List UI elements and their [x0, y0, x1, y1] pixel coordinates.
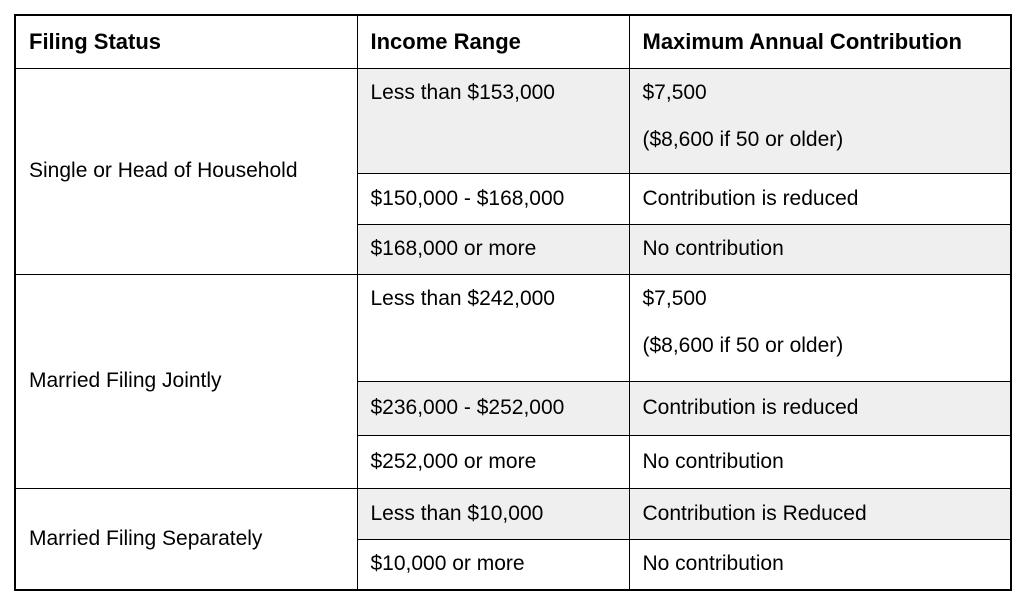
table-row: Single or Head of Household Less than $1… — [14, 67, 1012, 275]
income-range-cell: $150,000 - $168,000 — [356, 172, 630, 225]
table-row: $168,000 or more No contribution — [15, 223, 1012, 275]
income-range-cell: Less than $10,000 — [356, 487, 630, 540]
contribution-note: ($8,600 if 50 or older) — [642, 127, 844, 151]
contribution-cell: $7,500 ($8,600 if 50 or older) — [628, 67, 1012, 174]
contribution-note: ($8,600 if 50 or older) — [642, 333, 844, 357]
contribution-cell: No contribution — [628, 434, 1012, 489]
income-range-cell: Less than $242,000 — [356, 273, 630, 382]
table-row: $236,000 - $252,000 Contribution is redu… — [15, 380, 1012, 436]
table-row: $10,000 or more No contribution — [15, 538, 1012, 591]
income-range-text: Less than $242,000 — [370, 286, 556, 310]
contribution-text: $7,500 — [642, 286, 707, 310]
header-income-range: Income Range — [356, 14, 630, 69]
header-max-contribution: Maximum Annual Contribution — [628, 14, 1012, 69]
filing-status-cell: Married Filing Jointly — [14, 273, 358, 489]
header-row: Filing Status Income Range Maximum Annua… — [14, 14, 1012, 69]
table-row: Married Filing Separately Less than $10,… — [14, 487, 1012, 591]
contribution-cell: Contribution is Reduced — [628, 487, 1012, 540]
income-range-text: Less than $153,000 — [370, 80, 556, 104]
ira-contribution-limits-table: Filing Status Income Range Maximum Annua… — [14, 14, 1012, 591]
income-range-cell: $168,000 or more — [356, 223, 630, 275]
income-range-cell: $10,000 or more — [356, 538, 630, 591]
income-range-cell: $236,000 - $252,000 — [356, 380, 630, 436]
contribution-cell: Contribution is reduced — [628, 380, 1012, 436]
filing-status-cell: Married Filing Separately — [14, 487, 358, 591]
contribution-cell: No contribution — [628, 223, 1012, 275]
contribution-text: $7,500 — [642, 80, 707, 104]
contribution-cell: $7,500 ($8,600 if 50 or older) — [628, 273, 1012, 382]
income-range-cell: $252,000 or more — [356, 434, 630, 489]
contribution-cell: Contribution is reduced — [628, 172, 1012, 225]
contribution-cell: No contribution — [628, 538, 1012, 591]
table-row: $150,000 - $168,000 Contribution is redu… — [15, 172, 1012, 225]
header-filing-status: Filing Status — [14, 14, 358, 69]
filing-status-cell: Single or Head of Household — [14, 67, 358, 275]
income-range-cell: Less than $153,000 — [356, 67, 630, 174]
table-row: $252,000 or more No contribution — [15, 434, 1012, 489]
table-row: Married Filing Jointly Less than $242,00… — [14, 273, 1012, 489]
